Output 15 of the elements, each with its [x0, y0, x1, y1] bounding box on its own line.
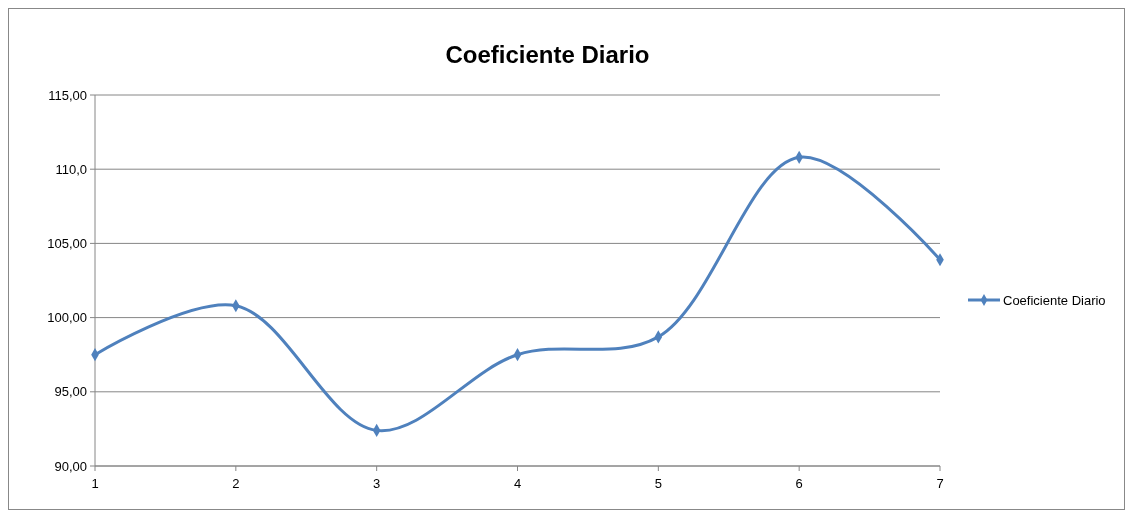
- x-tick-label: 4: [513, 476, 522, 491]
- x-tick-label: 5: [654, 476, 662, 491]
- x-tick-label: 6: [795, 476, 803, 491]
- legend-label: Coeficiente Diario: [1003, 292, 1106, 308]
- x-tick-label: 2: [232, 476, 240, 491]
- x-tick-label: 3: [373, 476, 381, 491]
- y-tick-label: 105,00: [47, 235, 87, 251]
- y-tick-label: 110,0: [55, 161, 87, 177]
- y-tick-label: 95,00: [54, 384, 87, 400]
- y-tick-label: 115,00: [48, 87, 87, 103]
- y-tick-label: 100,00: [47, 310, 87, 326]
- x-tick-label: 1: [91, 476, 99, 491]
- x-tick-label: 7: [936, 476, 944, 491]
- y-tick-label: 90,00: [54, 458, 87, 474]
- chart-title: Coeficiente Diario: [445, 41, 650, 68]
